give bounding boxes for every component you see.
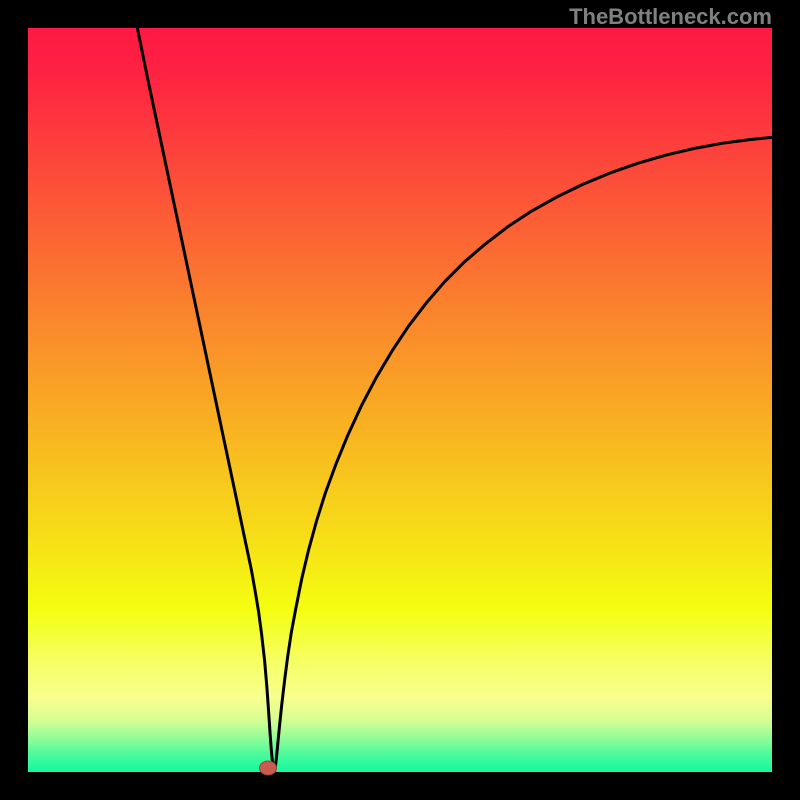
curve-layer — [28, 28, 772, 772]
optimal-point-marker — [259, 760, 277, 775]
plot-area — [28, 28, 772, 772]
chart-container: TheBottleneck.com — [0, 0, 800, 800]
watermark-text: TheBottleneck.com — [569, 4, 772, 30]
bottleneck-curve — [137, 28, 772, 772]
